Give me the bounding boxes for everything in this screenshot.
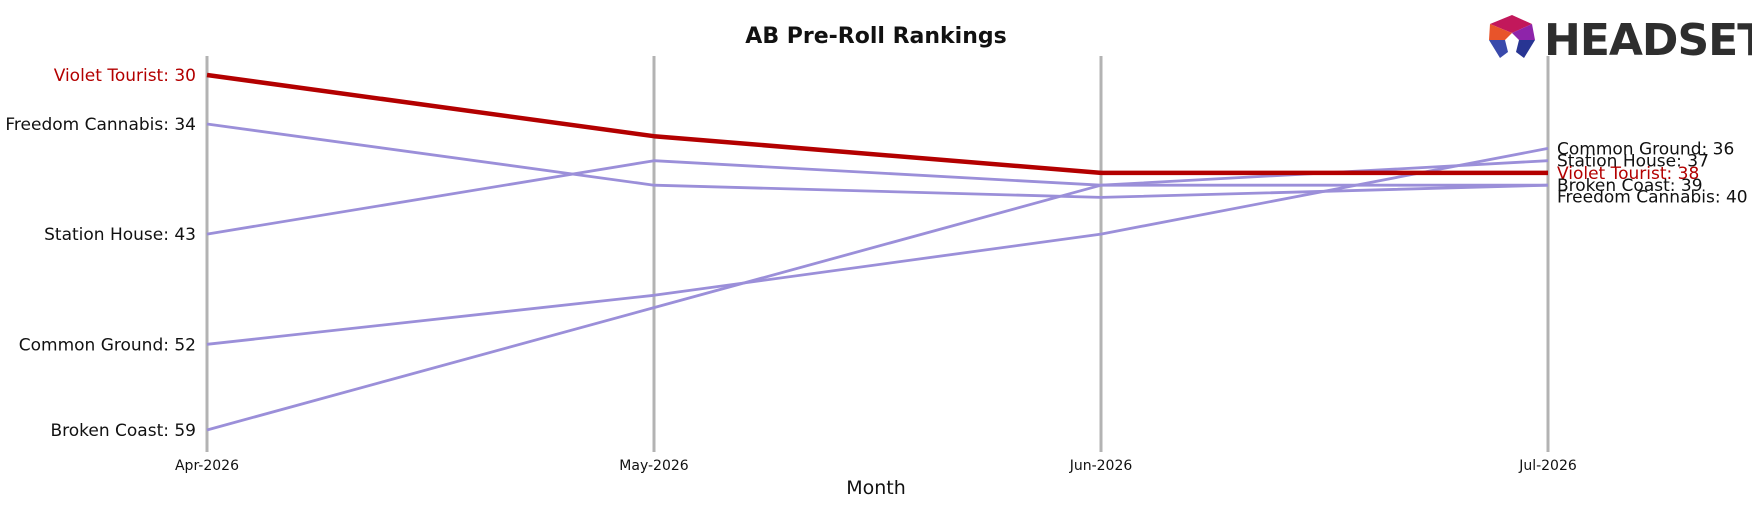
headset-logo: HEADSET [1489, 15, 1752, 66]
series-label: Freedom Cannabis: 40 [1557, 188, 1748, 208]
x-tick-label: Jul-2026 [1518, 458, 1577, 474]
x-tick-labels: Apr-2026 May-2026 Jun-2026 Jul-2026 [175, 458, 1577, 474]
series-label: Violet Tourist: 38 [1557, 164, 1699, 184]
chart-title: AB Pre-Roll Rankings [745, 24, 1006, 49]
x-tick-label: Apr-2026 [175, 458, 239, 474]
series-label: Station House: 43 [44, 225, 196, 245]
series-label: Freedom Cannabis: 34 [5, 115, 196, 135]
headset-logo-icon [1489, 15, 1535, 58]
headset-logo-text: HEADSET [1544, 15, 1752, 66]
series-lines [206, 72, 1549, 432]
series-label: Common Ground: 52 [19, 335, 196, 355]
series-line-violet-tourist [206, 72, 1548, 176]
series-label: Broken Coast: 39 [1557, 176, 1703, 196]
x-tick-label: May-2026 [619, 458, 688, 474]
series-line-common-ground [206, 147, 1549, 346]
series-line-broken-coast [206, 183, 1548, 432]
series-label: Common Ground: 36 [1557, 139, 1734, 159]
series-label: Violet Tourist: 30 [54, 66, 196, 86]
series-label: Broken Coast: 59 [50, 421, 196, 441]
gridlines [205, 56, 1550, 452]
start-labels: Violet Tourist: 30 Freedom Cannabis: 34 St… [5, 66, 196, 441]
x-axis-label: Month [846, 477, 906, 499]
series-label: Station House: 37 [1557, 152, 1709, 172]
x-tick-label: Jun-2026 [1069, 458, 1133, 474]
